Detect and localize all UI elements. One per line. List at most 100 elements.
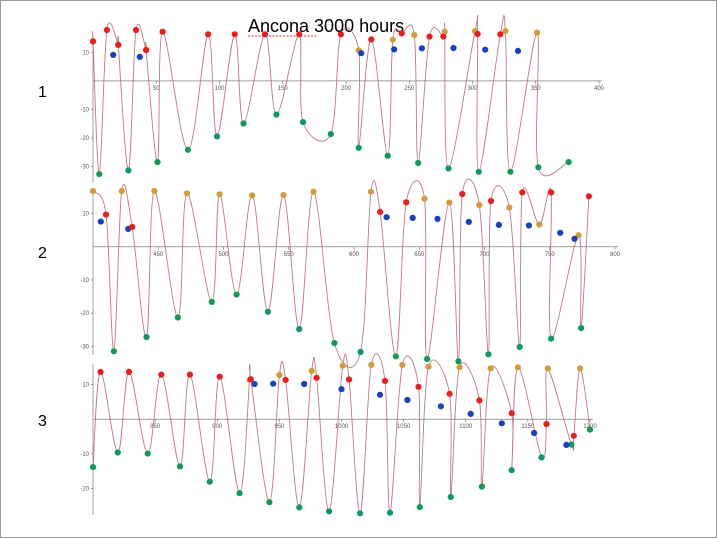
x-tick-label: 350	[531, 86, 542, 92]
x-tick-label: 850	[150, 424, 161, 430]
gold-point	[89, 187, 97, 195]
subpeak-point	[467, 410, 474, 417]
gold-point	[367, 188, 375, 195]
x-tick-label: 250	[404, 86, 415, 92]
trough-point	[125, 167, 132, 174]
gold-point	[421, 195, 428, 202]
trough-point	[299, 119, 307, 126]
trough-point	[114, 449, 121, 456]
trough-point	[331, 339, 338, 347]
trough-point	[475, 168, 482, 175]
trough-point	[176, 463, 184, 470]
gold-point	[446, 199, 453, 206]
gold-point	[487, 365, 494, 372]
trough-point	[357, 348, 364, 356]
peak-point	[570, 432, 577, 439]
peak-point	[446, 390, 453, 397]
peak-point	[115, 41, 122, 49]
trough-point	[296, 326, 303, 333]
subpeak-point	[571, 235, 578, 242]
subpeak-point	[358, 50, 365, 57]
peak-point	[97, 368, 104, 375]
peak-point	[508, 410, 515, 417]
y-tick-label: -20	[80, 487, 89, 493]
trough-point	[206, 478, 213, 485]
trough-point	[143, 334, 150, 341]
y-tick-label: -10	[80, 278, 89, 284]
subpeak-point	[437, 403, 444, 410]
trough-point	[586, 426, 594, 433]
gold-point	[533, 29, 541, 36]
gold-point	[249, 192, 256, 199]
peak-point	[415, 383, 422, 390]
peak-point	[440, 33, 447, 40]
peak-point	[103, 26, 110, 34]
peak-point	[548, 189, 555, 196]
gold-point	[308, 367, 315, 374]
subpeak-point	[270, 380, 277, 387]
gold-point	[425, 363, 432, 370]
chart-title: Ancona 3000 hours	[248, 16, 404, 36]
panel-label: 1	[38, 84, 47, 101]
trough-point	[296, 504, 303, 511]
peak-point	[282, 376, 289, 383]
subpeak-point	[465, 218, 472, 225]
peak-point	[377, 208, 384, 215]
x-tick-label: 950	[274, 424, 285, 430]
peak-point	[313, 374, 320, 381]
subpeak-point	[409, 214, 416, 221]
subpeak-point	[251, 380, 258, 388]
trough-point	[478, 483, 485, 490]
y-tick-label: 10	[82, 50, 89, 56]
peak-point	[205, 31, 212, 38]
peak-point	[337, 31, 344, 38]
peak-point	[585, 193, 593, 200]
subpeak-point	[482, 46, 489, 53]
trough-point	[266, 499, 273, 506]
gold-point	[514, 364, 522, 371]
gold-point	[577, 365, 584, 372]
trough-point	[447, 493, 454, 501]
peak-point	[247, 376, 254, 383]
gold-point	[399, 361, 406, 368]
peak-point	[261, 31, 269, 38]
trough-point	[357, 510, 364, 517]
gold-point	[502, 28, 509, 35]
y-tick-label: 10	[82, 212, 89, 218]
x-tick-label: 100	[214, 86, 225, 92]
peak-point	[186, 371, 193, 378]
trough-point	[507, 168, 514, 175]
subpeak-point	[434, 215, 441, 222]
trough-point	[578, 325, 585, 332]
gold-point	[536, 221, 543, 228]
x-tick-label: 700	[479, 252, 490, 258]
gold-point	[411, 31, 418, 39]
subpeak-point	[514, 47, 522, 55]
trough-point	[144, 450, 151, 457]
gold-point	[276, 371, 283, 379]
trough-point	[110, 348, 117, 355]
peak-point	[125, 368, 133, 375]
panel-label: 2	[38, 245, 47, 262]
gold-point	[216, 191, 223, 198]
x-tick-label: 300	[467, 86, 478, 92]
signal-curve	[92, 178, 590, 368]
signal-curve	[92, 353, 591, 514]
trough-point	[565, 159, 572, 166]
trough-point	[548, 335, 555, 342]
peak-point	[403, 199, 410, 206]
y-tick-label: -30	[80, 344, 89, 350]
trough-point	[236, 490, 243, 497]
peak-point	[159, 28, 166, 35]
peak-point	[158, 371, 165, 378]
gold-point	[151, 187, 158, 195]
gold-point	[368, 361, 375, 368]
trough-point	[264, 308, 271, 315]
trough-point	[386, 509, 394, 516]
trough-point	[174, 314, 181, 321]
peak-point	[474, 30, 481, 38]
gold-point	[339, 362, 346, 369]
peak-point	[497, 31, 504, 38]
trough-point	[415, 159, 422, 167]
